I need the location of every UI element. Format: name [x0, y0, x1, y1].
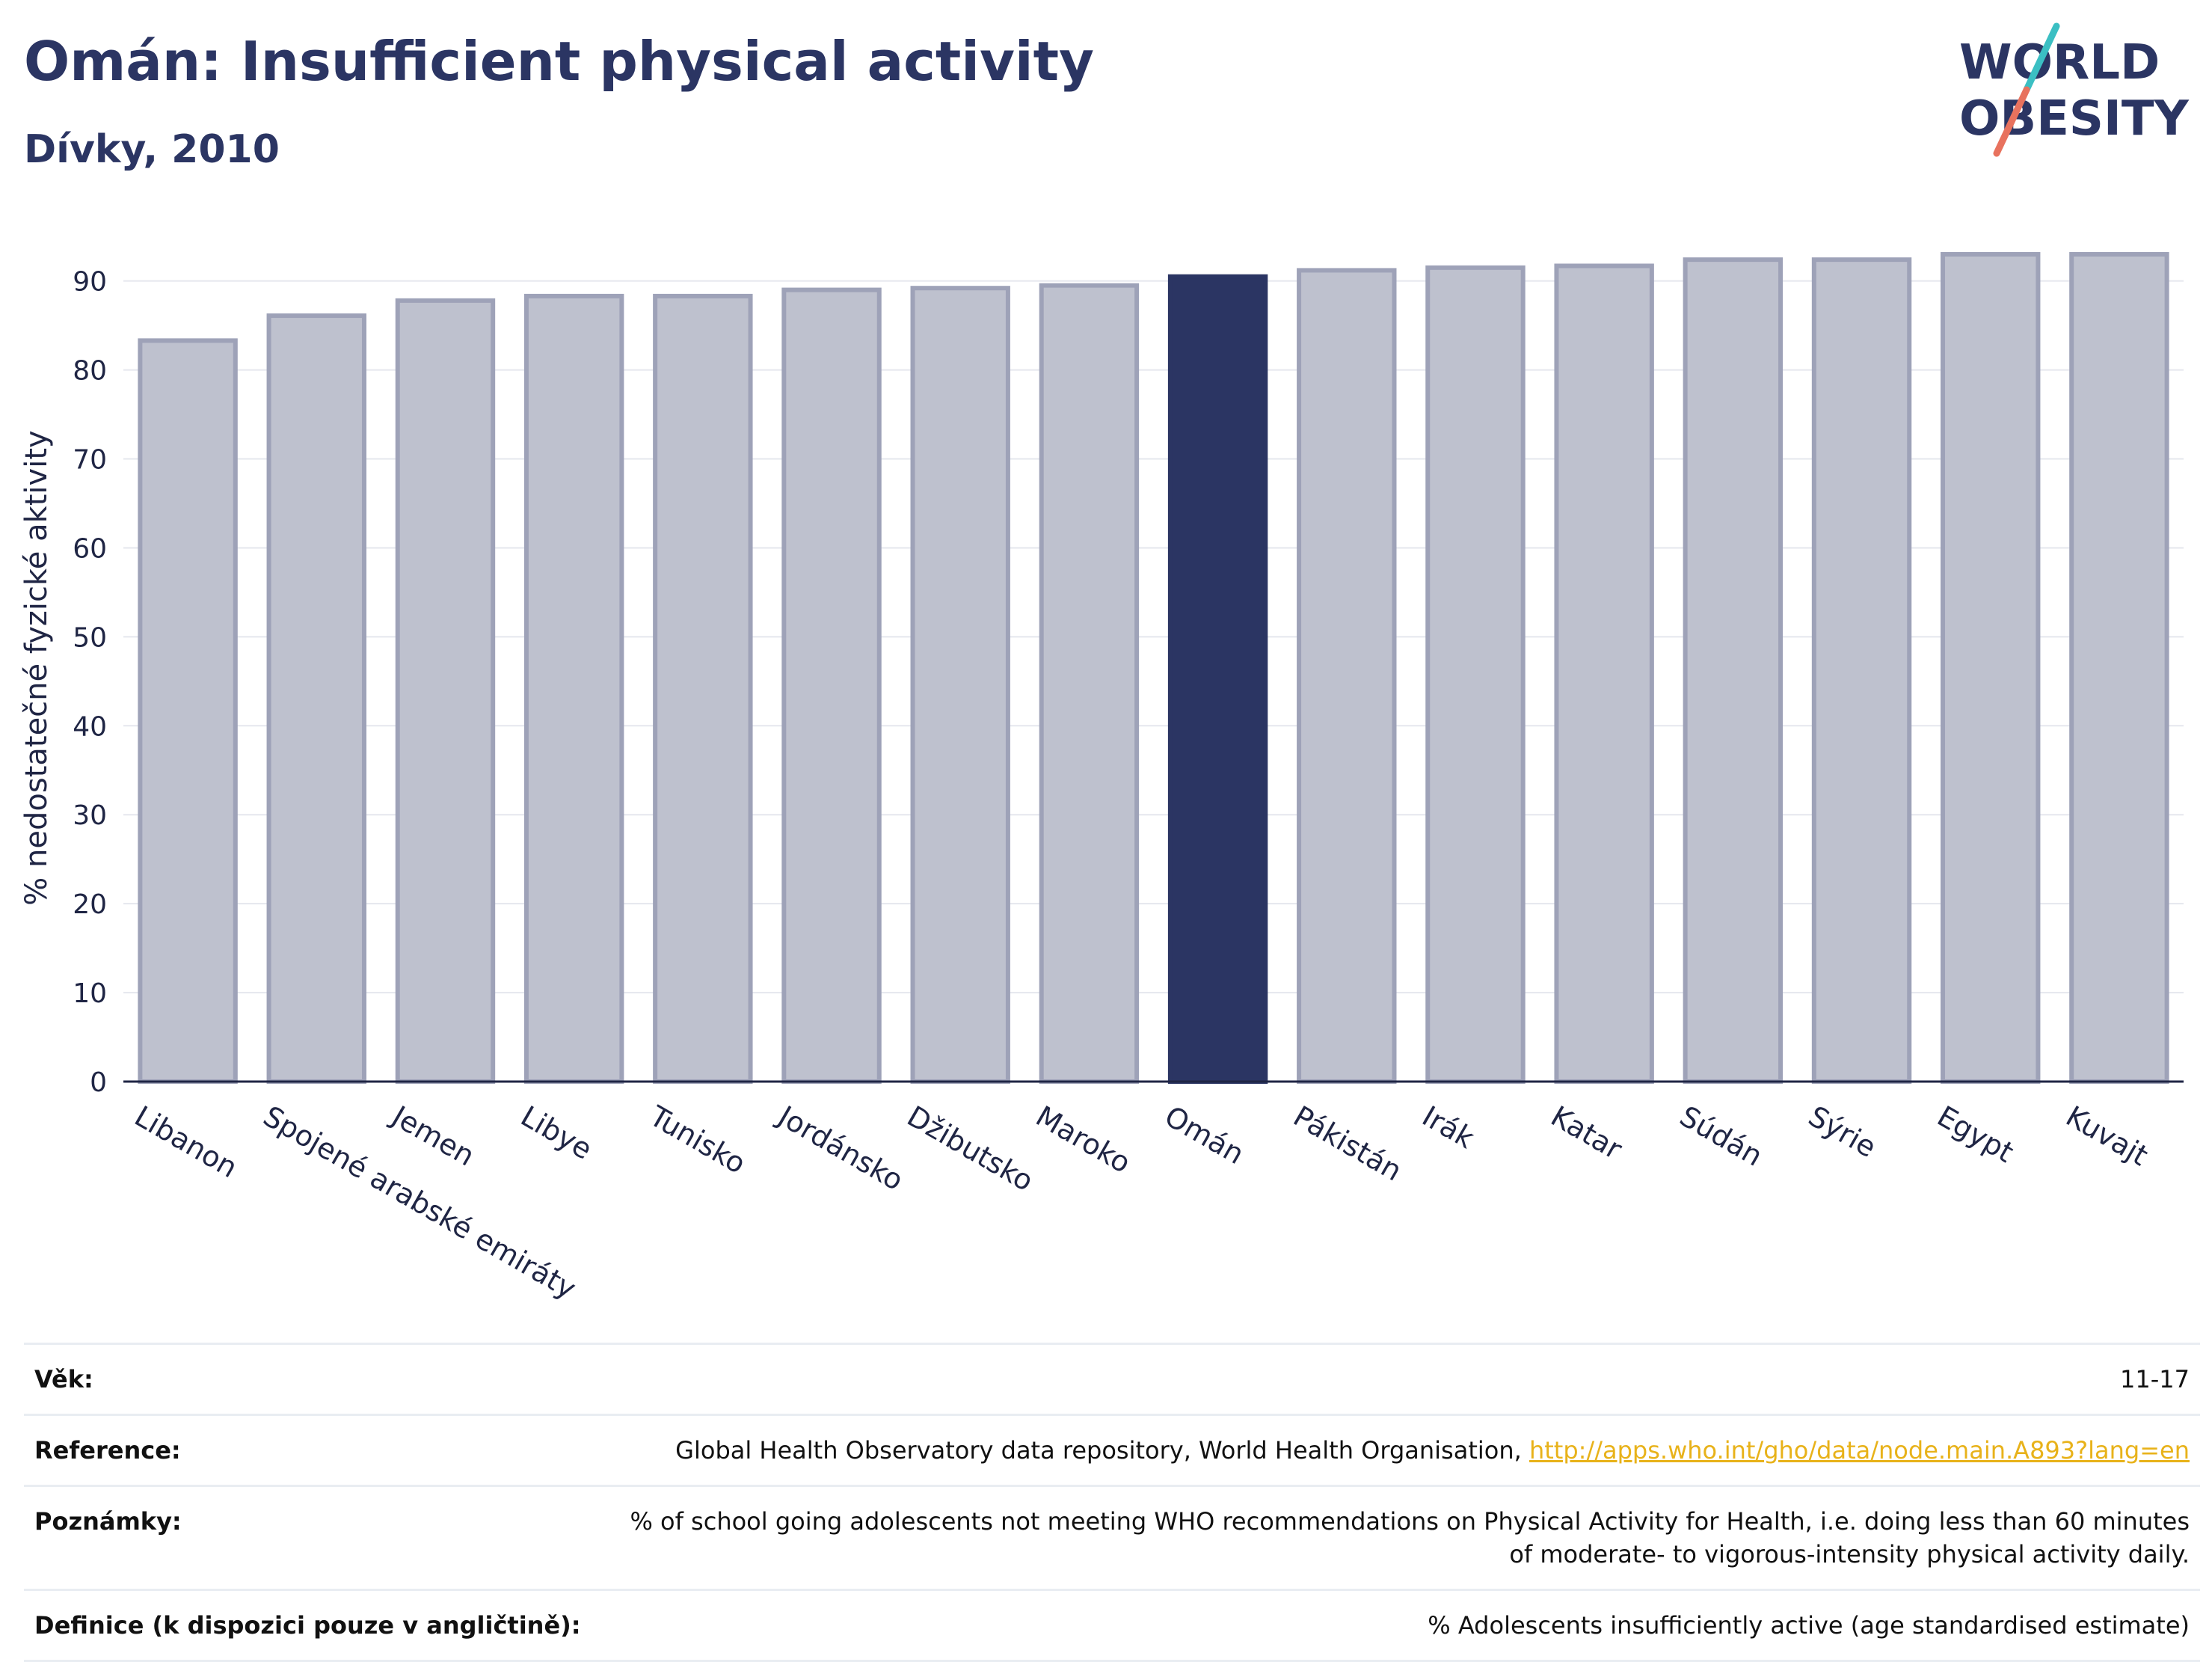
bars	[138, 252, 2169, 1085]
x-tick-label: Džibutsko	[902, 1100, 1039, 1198]
y-tick-label: 10	[73, 978, 107, 1009]
bar	[523, 293, 624, 1084]
bar	[1297, 268, 1397, 1084]
bar	[1425, 265, 1526, 1084]
x-tick-label: Katar	[1546, 1100, 1628, 1166]
bar	[1683, 257, 1784, 1084]
y-tick-label: 80	[73, 356, 107, 387]
page-subtitle: Dívky, 2010	[24, 127, 280, 172]
logo-slash-bottom	[1993, 86, 2030, 157]
x-tick-label: Súdán	[1674, 1100, 1769, 1173]
meta-label: Reference:	[34, 1436, 181, 1465]
reference-link[interactable]: http://apps.who.int/gho/data/node.main.A…	[1529, 1436, 2190, 1465]
bar	[1941, 252, 2041, 1084]
world-obesity-logo: WORLD OBESITY	[1959, 22, 2189, 157]
bar	[1039, 283, 1140, 1084]
reference-text: Global Health Observatory data repositor…	[675, 1436, 1529, 1465]
bar	[266, 313, 366, 1085]
meta-value: % Adolescents insufficiently active (age…	[1428, 1611, 2190, 1640]
page-title: Omán: Insufficient physical activity	[24, 30, 1094, 93]
meta-label: Definice (k dispozici pouze v angličtině…	[34, 1611, 581, 1640]
bar	[138, 338, 238, 1084]
bar	[1811, 257, 1912, 1084]
x-tick-label: Libye	[515, 1100, 597, 1166]
x-tick-label: Tunisko	[643, 1099, 751, 1180]
x-tick-label: Maroko	[1030, 1100, 1137, 1180]
bar	[1554, 263, 1654, 1085]
meta-value: Global Health Observatory data repositor…	[675, 1434, 2190, 1467]
x-tick-label: Omán	[1159, 1100, 1250, 1171]
y-tick-label: 70	[73, 445, 107, 476]
logo-line1: WORLD	[1959, 35, 2160, 91]
bar	[653, 293, 753, 1084]
meta-label: Poznámky:	[34, 1507, 182, 1536]
meta-row-age: Věk: 11-17	[24, 1343, 2200, 1414]
meta-value: % of school going adolescents not meetin…	[630, 1507, 2190, 1569]
y-tick-label: 40	[73, 711, 107, 742]
logo-line2: OBESITY	[1959, 91, 2189, 147]
x-tick-label: Irák	[1416, 1100, 1479, 1155]
x-tick-label: Egypt	[1932, 1100, 2019, 1169]
y-tick-label: 60	[73, 533, 107, 564]
bar	[395, 298, 496, 1085]
y-axis-label: % nedostatečné fyzické aktivity	[19, 430, 54, 905]
logo-slash-top	[2023, 22, 2060, 93]
x-tick-label: Jordánsko	[772, 1099, 909, 1197]
metadata-table: Věk: 11-17 Reference: Global Health Obse…	[24, 1343, 2200, 1662]
meta-row-definition: Definice (k dispozici pouze v angličtině…	[24, 1589, 2200, 1662]
bar	[910, 286, 1010, 1084]
bar	[2069, 252, 2169, 1084]
x-tick-label: Kuvajt	[2060, 1100, 2153, 1172]
meta-value: 11-17	[2120, 1365, 2190, 1393]
bar	[1167, 274, 1268, 1084]
y-tick-label: 30	[73, 800, 107, 831]
bar	[781, 287, 882, 1084]
meta-row-reference: Reference: Global Health Observatory dat…	[24, 1414, 2200, 1485]
x-tick-label: Libanon	[129, 1100, 243, 1184]
y-tick-label: 0	[90, 1067, 107, 1098]
meta-row-notes: Poznámky: % of school going adolescents …	[24, 1485, 2200, 1589]
x-tick-label: Jemen	[385, 1099, 480, 1173]
x-tick-label: Sýrie	[1803, 1100, 1881, 1164]
y-tick-label: 90	[73, 267, 107, 298]
x-tick-label: Pákistán	[1288, 1100, 1407, 1188]
y-tick-label: 50	[73, 622, 107, 653]
meta-label: Věk:	[34, 1365, 93, 1393]
y-tick-label: 20	[73, 889, 107, 920]
